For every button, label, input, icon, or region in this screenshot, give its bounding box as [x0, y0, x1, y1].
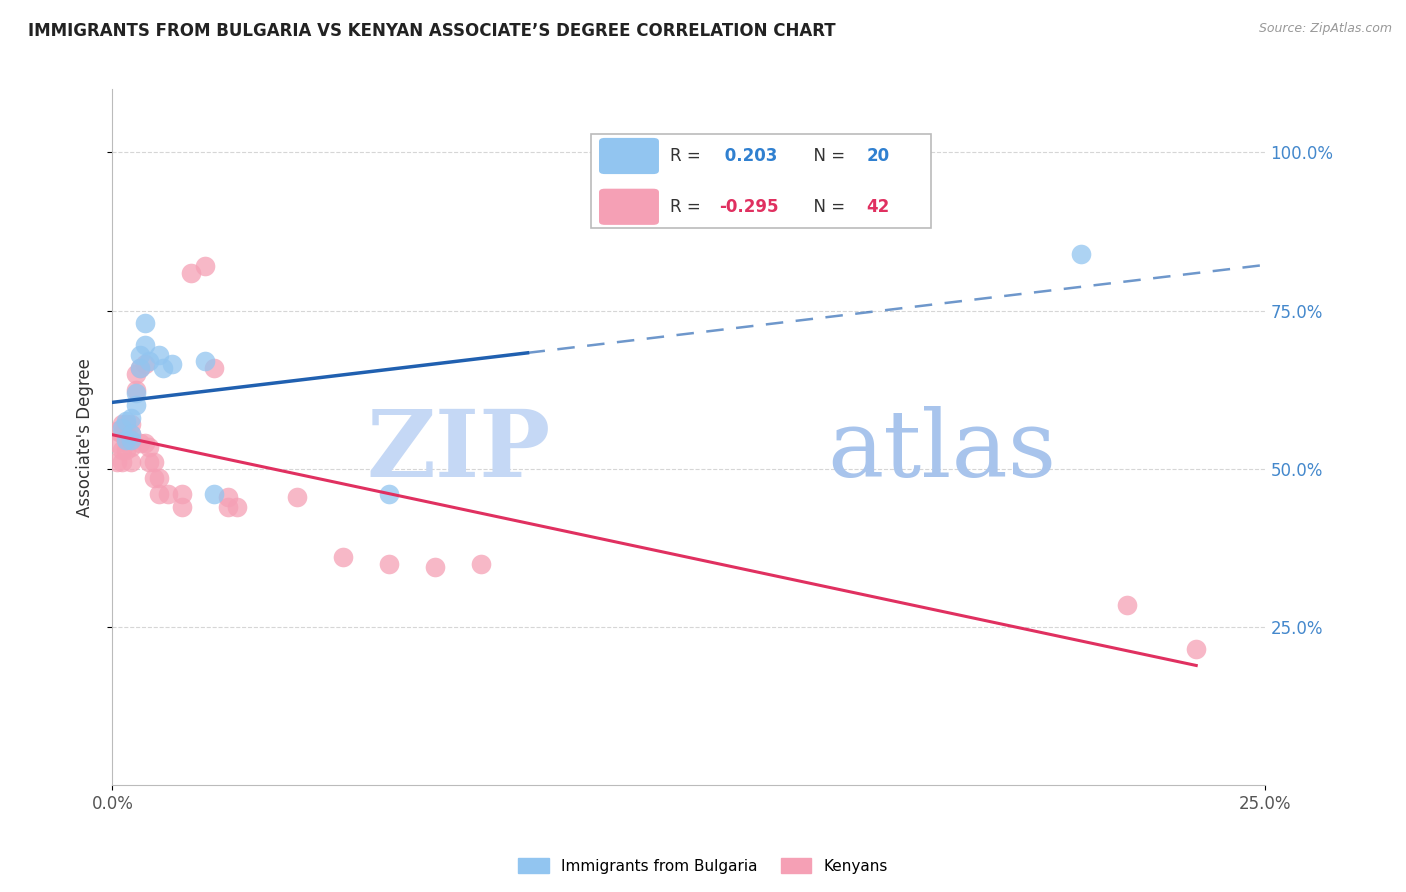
- Text: 20: 20: [866, 147, 890, 165]
- Point: [148, 471, 170, 485]
- FancyBboxPatch shape: [599, 138, 659, 174]
- Point: [170, 487, 193, 501]
- Point: [129, 360, 152, 375]
- Point: [120, 434, 142, 448]
- Point: [120, 440, 142, 454]
- Point: [217, 490, 239, 504]
- Point: [124, 367, 146, 381]
- Text: ZIP: ZIP: [367, 406, 551, 496]
- Point: [120, 417, 142, 432]
- Point: [1070, 246, 1092, 260]
- Point: [129, 436, 152, 450]
- Point: [332, 550, 354, 565]
- Point: [202, 487, 225, 501]
- Point: [111, 455, 134, 469]
- Point: [105, 455, 128, 469]
- Point: [111, 426, 134, 441]
- Text: IMMIGRANTS FROM BULGARIA VS KENYAN ASSOCIATE’S DEGREE CORRELATION CHART: IMMIGRANTS FROM BULGARIA VS KENYAN ASSOC…: [28, 22, 835, 40]
- Point: [470, 557, 492, 571]
- Point: [129, 360, 152, 375]
- Point: [138, 440, 160, 454]
- Point: [156, 487, 179, 501]
- Point: [111, 417, 134, 432]
- Text: R =: R =: [671, 147, 706, 165]
- Point: [143, 455, 166, 469]
- Point: [148, 487, 170, 501]
- Point: [138, 455, 160, 469]
- Point: [194, 260, 217, 274]
- Point: [115, 414, 138, 428]
- Point: [170, 500, 193, 514]
- Point: [111, 442, 134, 457]
- Point: [143, 471, 166, 485]
- Point: [226, 500, 249, 514]
- Text: 42: 42: [866, 198, 890, 216]
- Point: [115, 434, 138, 448]
- Point: [115, 442, 138, 457]
- Y-axis label: Associate's Degree: Associate's Degree: [76, 358, 94, 516]
- Point: [115, 417, 138, 432]
- Text: N =: N =: [803, 198, 851, 216]
- Point: [425, 559, 447, 574]
- Point: [1185, 642, 1208, 657]
- Point: [120, 426, 142, 441]
- Point: [202, 360, 225, 375]
- Point: [138, 354, 160, 368]
- Point: [120, 455, 142, 469]
- Point: [111, 420, 134, 434]
- Point: [129, 348, 152, 362]
- Point: [162, 357, 184, 371]
- Text: 0.203: 0.203: [718, 147, 778, 165]
- Point: [134, 316, 156, 330]
- Point: [115, 426, 138, 441]
- Point: [105, 436, 128, 450]
- Point: [134, 436, 156, 450]
- Text: N =: N =: [803, 147, 851, 165]
- Point: [148, 348, 170, 362]
- Legend: Immigrants from Bulgaria, Kenyans: Immigrants from Bulgaria, Kenyans: [512, 852, 894, 880]
- Point: [217, 500, 239, 514]
- Point: [134, 357, 156, 371]
- Point: [378, 487, 401, 501]
- Text: Source: ZipAtlas.com: Source: ZipAtlas.com: [1258, 22, 1392, 36]
- Point: [124, 383, 146, 397]
- Point: [120, 411, 142, 425]
- FancyBboxPatch shape: [599, 189, 659, 225]
- Point: [1116, 598, 1139, 612]
- Text: R =: R =: [671, 198, 706, 216]
- FancyBboxPatch shape: [591, 135, 931, 228]
- Point: [285, 490, 308, 504]
- Text: -0.295: -0.295: [718, 198, 779, 216]
- Point: [105, 424, 128, 438]
- Point: [124, 385, 146, 400]
- Point: [180, 266, 202, 280]
- Point: [134, 338, 156, 352]
- Point: [194, 354, 217, 368]
- Point: [152, 360, 174, 375]
- Text: atlas: atlas: [827, 406, 1056, 496]
- Point: [124, 399, 146, 413]
- Point: [378, 557, 401, 571]
- Point: [120, 426, 142, 441]
